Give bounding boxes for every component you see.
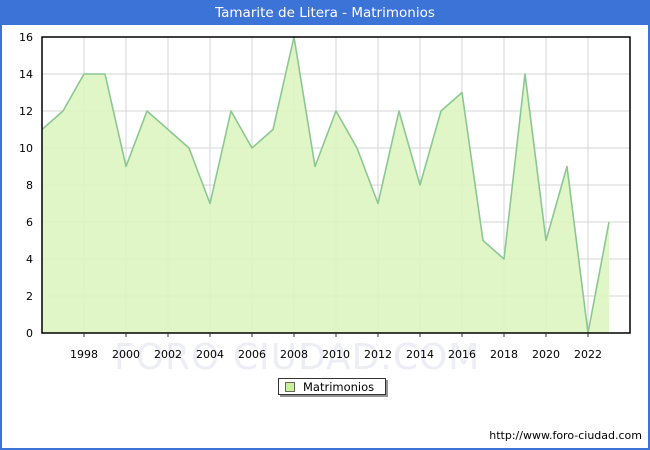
watermark: FORO CIUDAD.COM xyxy=(114,337,481,378)
svg-text:2010: 2010 xyxy=(322,348,350,361)
legend-swatch-icon xyxy=(285,381,295,392)
svg-text:10: 10 xyxy=(19,142,33,155)
svg-text:2000: 2000 xyxy=(112,348,140,361)
svg-text:0: 0 xyxy=(26,327,33,340)
svg-text:2014: 2014 xyxy=(406,348,434,361)
svg-text:8: 8 xyxy=(26,179,33,192)
svg-text:2020: 2020 xyxy=(532,348,560,361)
svg-text:2008: 2008 xyxy=(280,348,308,361)
plot-area: 1998 2000 2002 2004 2006 2008 2010 2012 2014 2016… xyxy=(19,31,631,361)
svg-text:2022: 2022 xyxy=(574,348,602,361)
svg-text:12: 12 xyxy=(19,105,33,118)
svg-text:2002: 2002 xyxy=(154,348,182,361)
footer-url-link[interactable]: http://www.foro-ciudad.com xyxy=(489,429,642,442)
svg-text:4: 4 xyxy=(26,253,33,266)
legend-label: Matrimonios xyxy=(303,379,375,394)
svg-text:2: 2 xyxy=(26,290,33,303)
legend: Matrimonios xyxy=(278,378,387,395)
svg-text:1998: 1998 xyxy=(70,348,98,361)
svg-text:2012: 2012 xyxy=(364,348,392,361)
svg-text:2016: 2016 xyxy=(448,348,476,361)
svg-text:2018: 2018 xyxy=(490,348,518,361)
svg-text:16: 16 xyxy=(19,31,33,44)
svg-text:2006: 2006 xyxy=(238,348,266,361)
svg-text:6: 6 xyxy=(26,216,33,229)
svg-text:2004: 2004 xyxy=(196,348,224,361)
chart-title: Tamarite de Litera - Matrimonios xyxy=(2,2,648,25)
svg-text:14: 14 xyxy=(19,68,33,81)
